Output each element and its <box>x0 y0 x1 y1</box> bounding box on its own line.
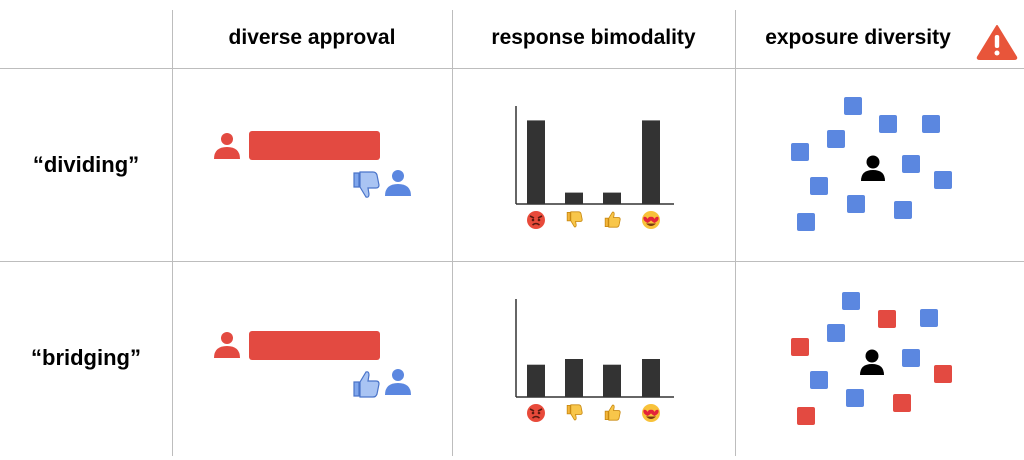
bar-4 <box>642 120 660 204</box>
grid-line-middle <box>0 261 1024 262</box>
blue-square <box>894 201 912 219</box>
approval-diagram-dividing <box>214 131 411 198</box>
column-header-response-bimodality: response bimodality <box>491 26 696 49</box>
bar-2 <box>565 192 583 204</box>
blue-square <box>847 195 865 213</box>
bar-2 <box>565 359 583 397</box>
blue-square <box>842 292 860 310</box>
blue-square <box>827 130 845 148</box>
blue-square <box>902 155 920 173</box>
approval-diagram-bridging <box>214 331 411 398</box>
heart-eyes-face-icon <box>642 404 660 422</box>
thumbs-down-icon <box>353 171 380 198</box>
blue-square <box>810 177 828 195</box>
blue-user-icon <box>385 369 411 395</box>
red-square <box>934 365 952 383</box>
row-label-dividing: “dividing” <box>32 152 140 177</box>
post-bar <box>249 131 380 160</box>
red-square <box>878 310 896 328</box>
exposure-scatter-bridging <box>791 292 952 425</box>
exposure-scatter-dividing <box>791 97 952 231</box>
column-header-diverse-approval: diverse approval <box>228 26 396 49</box>
bar-3 <box>603 364 621 397</box>
blue-square <box>827 324 845 342</box>
blue-square <box>920 309 938 327</box>
blue-square <box>810 371 828 389</box>
post-bar <box>249 331 380 360</box>
heart-eyes-face-icon <box>642 211 660 229</box>
thumbs-up-icon <box>604 211 621 228</box>
blue-square <box>902 349 920 367</box>
bimodality-chart-dividing <box>515 106 674 229</box>
thumbs-up-icon <box>353 371 380 398</box>
bar-4 <box>642 359 660 397</box>
warning-triangle-icon <box>976 25 1018 60</box>
center-user-icon <box>860 349 884 375</box>
blue-square <box>934 171 952 189</box>
column-header-exposure-diversity: exposure diversity <box>765 26 951 49</box>
blue-square <box>846 389 864 407</box>
red-square <box>893 394 911 412</box>
center-user-icon <box>861 155 885 181</box>
bar-1 <box>527 364 545 397</box>
thumbs-down-icon <box>566 211 583 228</box>
thumbs-up-icon <box>604 404 621 421</box>
bar-1 <box>527 120 545 204</box>
red-square <box>791 338 809 356</box>
bar-3 <box>603 192 621 204</box>
red-user-icon <box>214 332 240 358</box>
blue-square <box>791 143 809 161</box>
blue-square <box>797 213 815 231</box>
red-user-icon <box>214 133 240 159</box>
blue-square <box>922 115 940 133</box>
grid-line-top <box>0 68 1024 69</box>
angry-face-icon <box>527 211 545 229</box>
red-square <box>797 407 815 425</box>
grid-line-col1 <box>172 10 173 456</box>
blue-square <box>844 97 862 115</box>
blue-square <box>879 115 897 133</box>
grid-line-col2 <box>452 10 453 456</box>
blue-user-icon <box>385 170 411 196</box>
row-label-bridging: “bridging” <box>31 345 141 370</box>
grid-line-col3 <box>735 10 736 456</box>
thumbs-down-icon <box>566 404 583 421</box>
bimodality-chart-bridging <box>515 299 674 422</box>
angry-face-icon <box>527 404 545 422</box>
